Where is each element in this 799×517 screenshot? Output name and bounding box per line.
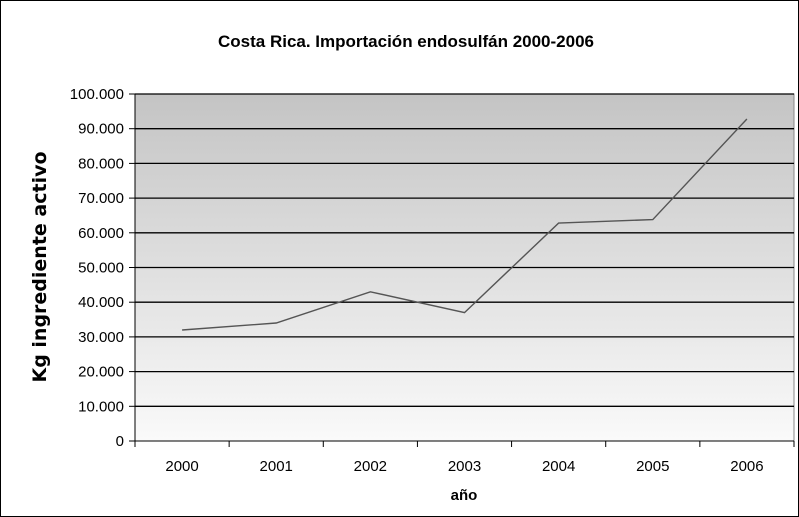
y-tick-label: 40.000 <box>78 294 124 311</box>
x-tick-label: 2006 <box>730 458 763 475</box>
axes <box>129 93 795 447</box>
y-tick-label: 70.000 <box>78 190 124 207</box>
y-axis-ticks: 0 10.000 20.000 30.000 40.000 50.000 60.000 70.… <box>70 86 124 450</box>
x-tick-label: 2002 <box>354 458 387 475</box>
y-tick-label: 30.000 <box>78 329 124 346</box>
y-tick-label: 10.000 <box>78 398 124 415</box>
x-axis-ticks: 2000 2001 2002 2003 2004 2005 2006 <box>165 458 763 475</box>
y-tick-label: 60.000 <box>78 225 124 242</box>
y-tick-label: 100.000 <box>70 86 124 103</box>
y-tick-label: 50.000 <box>78 260 124 277</box>
y-tick-label: 80.000 <box>78 155 124 172</box>
series-line <box>182 118 748 331</box>
y-tick-label: 0 <box>116 433 124 450</box>
x-tick-label: 2001 <box>260 458 293 475</box>
y-tick-label: 20.000 <box>78 364 124 381</box>
y-tick-label: 90.000 <box>78 121 124 138</box>
x-tick-label: 2004 <box>542 458 575 475</box>
y-axis-label: Kg ingrediente activo <box>29 151 51 382</box>
gridlines <box>135 93 794 407</box>
series-line-path <box>182 118 748 331</box>
x-tick-label: 2003 <box>448 458 481 475</box>
x-tick-label: 2000 <box>165 458 198 475</box>
x-axis-label: año <box>451 487 478 504</box>
x-tick-label: 2005 <box>636 458 669 475</box>
chart-title: Costa Rica. Importación endosulfán 2000-… <box>218 32 594 51</box>
